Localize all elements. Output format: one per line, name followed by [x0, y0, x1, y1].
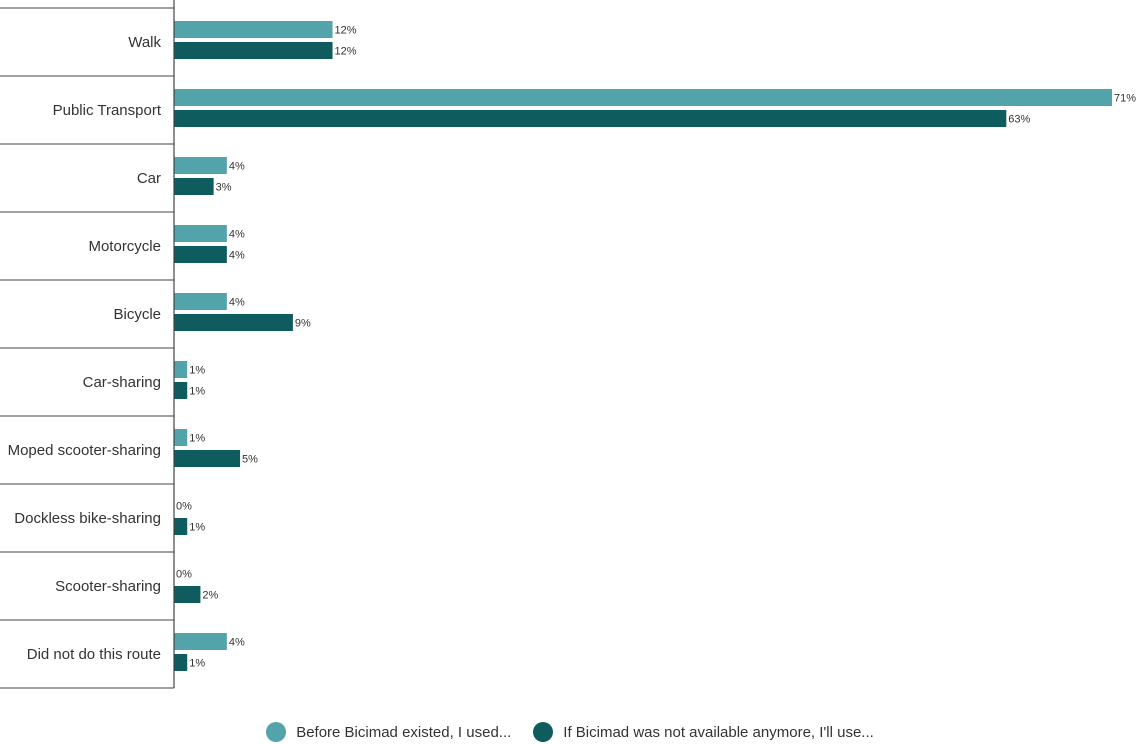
legend-swatch-before	[266, 722, 287, 742]
legend-label-before: Before Bicimad existed, I used...	[296, 723, 512, 741]
data-label: 0%	[176, 501, 192, 513]
bar	[174, 293, 227, 310]
category-label: Bicycle	[113, 306, 161, 323]
bar	[174, 633, 227, 650]
category-label: Walk	[128, 34, 161, 51]
data-label: 4%	[229, 229, 245, 241]
data-label: 4%	[229, 250, 245, 262]
bar	[174, 89, 1112, 106]
category-label: Car-sharing	[83, 374, 161, 391]
data-label: 12%	[335, 46, 357, 58]
category-label: Scooter-sharing	[55, 578, 161, 595]
bar	[174, 518, 188, 535]
bar	[174, 42, 333, 59]
data-label: 1%	[189, 386, 205, 398]
data-label: 9%	[295, 318, 311, 330]
data-label: 4%	[229, 297, 245, 309]
category-label: Car	[137, 170, 161, 187]
data-label: 0%	[176, 569, 192, 581]
data-label: 5%	[242, 454, 258, 466]
bar	[174, 314, 293, 331]
category-label: Public Transport	[53, 102, 162, 119]
bar	[174, 361, 188, 378]
bar	[174, 21, 333, 38]
data-label: 12%	[335, 25, 357, 37]
bar	[174, 450, 241, 467]
category-label: Moped scooter-sharing	[8, 442, 161, 459]
bar	[174, 246, 227, 263]
legend-item-after[interactable]: If Bicimad was not available anymore, I'…	[533, 722, 874, 742]
bar	[174, 157, 227, 174]
bar	[174, 110, 1007, 127]
bar	[174, 654, 188, 671]
category-label: Dockless bike-sharing	[14, 510, 161, 527]
data-label: 1%	[189, 365, 205, 377]
data-label: 1%	[189, 658, 205, 670]
data-label: 4%	[229, 161, 245, 173]
data-label: 4%	[229, 637, 245, 649]
legend-item-before[interactable]: Before Bicimad existed, I used...	[266, 722, 511, 742]
legend-swatch-after	[533, 722, 554, 742]
data-label: 2%	[202, 590, 218, 602]
data-label: 63%	[1008, 114, 1030, 126]
chart-legend: Before Bicimad existed, I used... If Bic…	[0, 720, 1140, 744]
data-label: 71%	[1114, 93, 1136, 105]
data-label: 3%	[216, 182, 232, 194]
bar	[174, 382, 188, 399]
category-label: Motorcycle	[88, 238, 161, 255]
data-label: 1%	[189, 522, 205, 534]
bar	[174, 586, 201, 603]
data-label: 1%	[189, 433, 205, 445]
bar	[174, 225, 227, 242]
legend-label-after: If Bicimad was not available anymore, I'…	[563, 723, 874, 741]
bar-chart: Walk 12% 12% Public Transport 71% 63% Car 4% 3% M…	[0, 0, 1136, 689]
category-label: Did not do this route	[27, 646, 161, 663]
bar	[174, 178, 214, 195]
bar	[174, 429, 188, 446]
